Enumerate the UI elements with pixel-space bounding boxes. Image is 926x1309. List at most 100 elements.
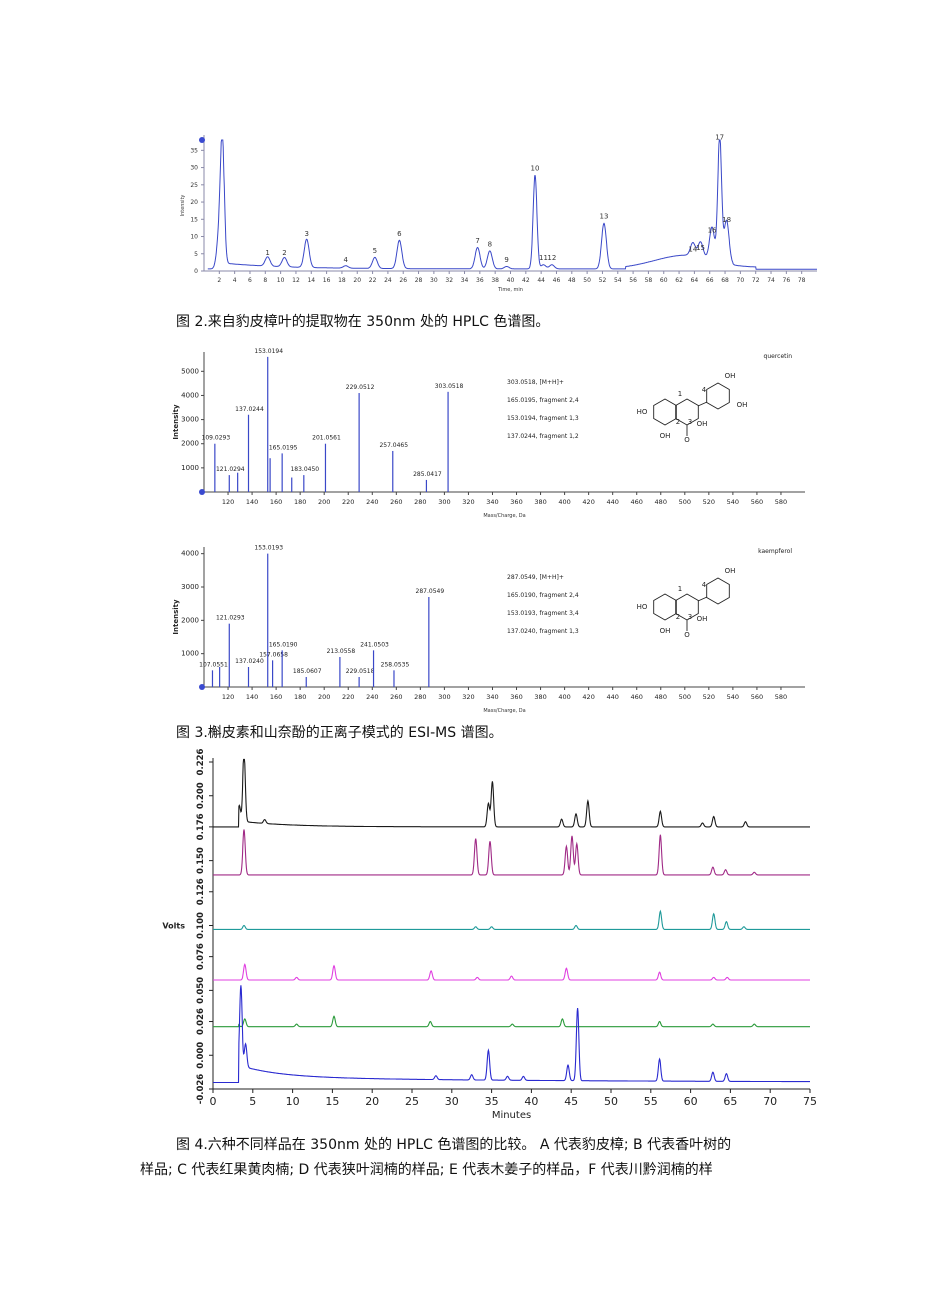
struct-label: 1	[678, 390, 682, 398]
x-tick-label: 560	[751, 693, 763, 701]
peak-label: 7	[475, 237, 479, 245]
peak-label: 157.0658	[259, 651, 288, 658]
y-axis-label: Intensity	[180, 195, 186, 217]
y-tick-label: 5000	[181, 367, 199, 375]
x-tick-label: 35	[485, 1095, 499, 1108]
y-tick-label: 0.100	[196, 912, 206, 939]
x-tick-label: 280	[414, 693, 426, 701]
x-tick-label: 65	[723, 1095, 737, 1108]
peak-label: 11	[539, 254, 548, 262]
x-tick-label: 8	[263, 277, 267, 284]
peak-label: 257.0465	[379, 442, 408, 449]
y-tick-label: 35	[190, 147, 198, 154]
x-tick-label: 320	[462, 693, 474, 701]
x-tick-label: 360	[510, 498, 522, 506]
x-tick-label: 120	[222, 498, 234, 506]
x-tick-label: 34	[461, 277, 469, 284]
struct-label: OH	[660, 432, 671, 440]
x-tick-label: 380	[534, 693, 546, 701]
y-tick-label: 0.076	[196, 943, 206, 970]
x-tick-label: 24	[384, 277, 392, 284]
fig2-caption: 图 2.来自豹皮樟叶的提取物在 350nm 处的 HPLC 色谱图。	[176, 314, 550, 330]
peak-label: 2	[282, 249, 286, 257]
x-tick-label: 20	[365, 1095, 379, 1108]
fragment-annotation: 153.0193, fragment 3,4	[507, 610, 579, 617]
fragment-annotation: 153.0194, fragment 1,3	[507, 415, 579, 422]
struct-label: 1	[678, 585, 682, 593]
x-tick-label: 46	[553, 277, 561, 284]
x-tick-label: 580	[775, 498, 787, 506]
x-tick-label: 580	[775, 693, 787, 701]
x-tick-label: 340	[486, 693, 498, 701]
struct-label: HO	[637, 408, 648, 416]
struct-label: OH	[697, 615, 708, 623]
struct-label: 2	[676, 418, 680, 426]
x-tick-label: 40	[524, 1095, 538, 1108]
x-tick-label: 460	[631, 498, 643, 506]
hplc-trace	[207, 139, 817, 270]
x-tick-label: 420	[582, 498, 594, 506]
peak-label: 13	[600, 213, 609, 221]
x-tick-label: 78	[798, 277, 806, 284]
peak-label: 165.0190	[269, 641, 298, 648]
fig3-kaempferol-spectrum: 1000 2000 3000 4000 120 140 160 180 200 220 240 260…	[172, 545, 805, 714]
axis-marker	[199, 489, 205, 495]
x-tick-label: 16	[323, 277, 331, 284]
x-tick-label: 480	[655, 498, 667, 506]
x-tick-label: 340	[486, 498, 498, 506]
compound-name: kaempferol	[758, 548, 792, 555]
x-tick-label: 36	[476, 277, 484, 284]
peak-label: 137.0240	[235, 658, 264, 665]
x-tick-label: 540	[727, 498, 739, 506]
struct-label: 2	[676, 613, 680, 621]
peak-label: 153.0194	[254, 348, 283, 355]
y-tick-label: 2000	[181, 440, 199, 448]
peak-label: 303.0518	[435, 383, 464, 390]
x-axis-label: Mass/Charge, Da	[483, 708, 525, 714]
x-tick-label: 50	[604, 1095, 618, 1108]
x-tick-label: 10	[277, 277, 285, 284]
chromatogram-trace	[213, 985, 810, 1084]
struct-label: 4	[702, 386, 707, 394]
x-tick-label: 280	[414, 498, 426, 506]
peak-label: 18	[722, 216, 731, 224]
x-tick-label: 220	[342, 693, 354, 701]
x-tick-label: 58	[645, 277, 653, 284]
x-tick-label: 12	[292, 277, 300, 284]
x-tick-label: 10	[286, 1095, 300, 1108]
axis-marker	[199, 137, 205, 143]
x-tick-label: 260	[390, 693, 402, 701]
peak-label: 285.0417	[413, 471, 442, 478]
peak-label: 201.0561	[312, 435, 341, 442]
y-tick-label: 5	[194, 251, 198, 258]
x-tick-label: 400	[558, 693, 570, 701]
x-tick-label: 70	[737, 277, 745, 284]
x-tick-label: 4	[233, 277, 237, 284]
peak-label: 14	[688, 245, 697, 253]
x-tick-label: 440	[606, 693, 618, 701]
x-tick-label: 140	[246, 693, 258, 701]
y-tick-label: 2000	[181, 616, 199, 624]
x-tick-label: 50	[583, 277, 591, 284]
bond	[697, 401, 708, 407]
x-tick-label: 500	[679, 693, 691, 701]
x-tick-label: 74	[767, 277, 775, 284]
x-tick-label: 380	[534, 498, 546, 506]
peak-label: 121.0294	[216, 466, 245, 473]
peak-label: 229.0512	[346, 384, 375, 391]
x-tick-label: 6	[248, 277, 252, 284]
x-tick-label: 2	[217, 277, 221, 284]
struct-label: OH	[725, 567, 736, 575]
x-tick-label: 140	[246, 498, 258, 506]
y-tick-label: 25	[190, 182, 198, 189]
x-tick-label: 60	[684, 1095, 698, 1108]
x-tick-label: 72	[752, 277, 760, 284]
peak-label: 15	[696, 244, 705, 252]
y-tick-label: 15	[190, 216, 198, 223]
peak-label: 165.0195	[269, 444, 298, 451]
peak-label: 185.0607	[293, 668, 322, 675]
x-tick-label: 180	[294, 693, 306, 701]
peak-label: 3	[304, 230, 308, 238]
x-tick-label: 48	[568, 277, 576, 284]
y-tick-label: 3000	[181, 416, 199, 424]
